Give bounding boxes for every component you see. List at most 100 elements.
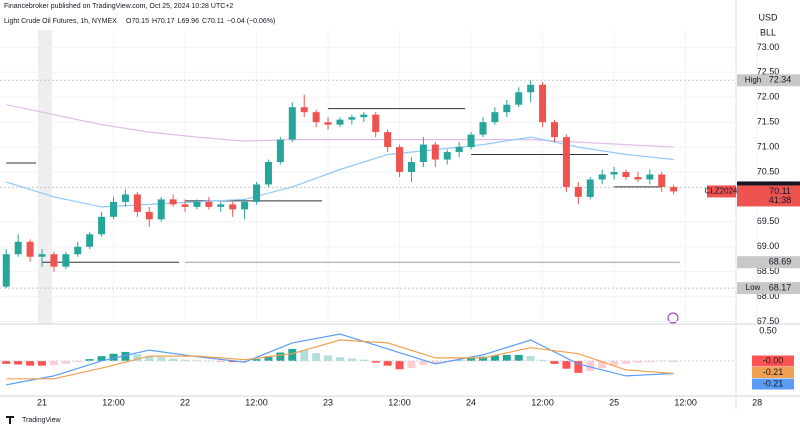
macd-histogram-bar <box>228 360 237 363</box>
candle-body <box>574 186 582 197</box>
macd-histogram-bar <box>574 360 583 373</box>
candle-body <box>479 122 487 135</box>
macd-value-bg <box>752 367 794 378</box>
price-label-value: 72.34 <box>769 75 792 85</box>
y-tick-label: 72.00 <box>757 92 780 102</box>
ohlc-legend: −0.04 (−0.06%) <box>227 18 275 25</box>
candle-body <box>539 84 547 123</box>
x-tick-label: 12:00 <box>674 397 697 407</box>
ohlc-legend: L69.96 <box>178 18 200 25</box>
macd-histogram-bar <box>610 360 619 366</box>
candle-body <box>550 122 558 138</box>
macd-histogram-bar <box>121 351 130 361</box>
macd-histogram-bar <box>145 356 154 361</box>
price-label-bg <box>737 74 800 87</box>
x-tick-label: 28 <box>752 397 762 407</box>
session-band <box>38 30 52 324</box>
macd-histogram-bar <box>478 356 487 361</box>
macd-histogram-bar <box>407 360 416 369</box>
macd-histogram-bar <box>300 350 309 361</box>
ohlc-legend: O70.15 <box>126 18 149 25</box>
macd-line <box>6 339 674 380</box>
candle-body <box>443 152 451 160</box>
price-label-name-bg <box>707 185 736 198</box>
macd-histogram-bar <box>49 360 58 366</box>
moving-average <box>6 104 674 148</box>
candle-body <box>288 107 296 140</box>
candle-body <box>50 254 58 267</box>
candle-body <box>419 144 427 163</box>
candle-body <box>527 84 535 93</box>
symbol-title: Light Crude Oil Futures, 1h, NYMEX <box>4 18 117 25</box>
macd-histogram-bar <box>550 360 559 364</box>
macd-histogram-bar <box>633 360 642 363</box>
unit: BLL <box>760 27 776 37</box>
y-tick-label: 67.50 <box>757 316 780 326</box>
candle-body <box>562 137 570 187</box>
price-label-value: 70.11 <box>769 186 791 196</box>
candle-body <box>646 174 654 180</box>
macd-histogram-bar <box>514 354 523 361</box>
macd-histogram-bar <box>371 360 380 363</box>
candle-body <box>169 199 177 205</box>
candle-body <box>2 254 10 287</box>
macd-histogram-bar <box>61 360 70 364</box>
ohlc-legend: C70.11 <box>202 18 224 25</box>
macd-tick-label: 0.50 <box>759 325 777 335</box>
macd-histogram-bar <box>288 348 297 361</box>
macd-histogram-bar <box>252 359 261 361</box>
macd-histogram-bar <box>455 360 464 361</box>
x-tick-label: 24 <box>466 397 476 407</box>
candle-body <box>253 184 261 202</box>
candle-body <box>360 114 368 118</box>
price-label-name: Low <box>746 283 761 292</box>
y-tick-label: 72.50 <box>757 67 780 77</box>
candle-body <box>300 107 308 113</box>
x-tick-label: 23 <box>323 397 333 407</box>
candle-body <box>658 174 666 187</box>
price-label-name: High <box>745 75 761 84</box>
y-tick-label: 69.00 <box>757 241 780 251</box>
price-label-bg <box>737 185 800 207</box>
ohlc-legend: H70.17 <box>152 18 175 25</box>
macd-histogram-bar <box>395 360 404 370</box>
candle-body <box>348 117 356 120</box>
price-label-countdown: 41:38 <box>769 195 792 205</box>
y-tick-label: 68.00 <box>757 291 780 301</box>
macd-value-label: -0.21 <box>763 378 784 388</box>
currency: USD <box>758 12 778 22</box>
price-label-value: 68.69 <box>769 257 792 267</box>
publish-header: Financebroker published on TradingView.c… <box>4 3 233 10</box>
candle-body <box>86 234 94 247</box>
candle-body <box>205 201 213 207</box>
macd-value-bg <box>752 355 794 367</box>
macd-histogram-bar <box>97 356 106 361</box>
x-tick-label: 22 <box>180 397 190 407</box>
x-tick-label: 25 <box>609 397 619 407</box>
macd-histogram-bar <box>419 360 428 366</box>
price-label-name: CLZ2024 <box>705 187 738 196</box>
y-tick-label: 71.50 <box>757 117 780 127</box>
macd-histogram-bar <box>324 355 333 361</box>
candle-body <box>193 201 201 207</box>
macd-line <box>6 333 674 386</box>
candle-body <box>336 119 344 125</box>
macd-histogram-bar <box>73 360 82 363</box>
macd-value-label: -0.21 <box>763 367 784 377</box>
macd-histogram-bar <box>598 360 607 369</box>
y-tick-label: 70.50 <box>757 166 780 176</box>
candle-body <box>467 134 475 148</box>
price-label-bg <box>737 256 800 269</box>
macd-histogram-bar <box>109 353 118 361</box>
candle-body <box>217 204 225 207</box>
y-tick-label: 71.00 <box>757 141 780 151</box>
candle-body <box>324 122 332 125</box>
macd-histogram-bar <box>467 358 476 361</box>
macd-histogram-bar <box>562 360 571 369</box>
candle-body <box>74 246 82 255</box>
candle-body <box>264 162 272 185</box>
macd-histogram-bar <box>431 360 440 364</box>
candle-body <box>586 179 594 197</box>
macd-histogram-bar <box>335 357 344 361</box>
